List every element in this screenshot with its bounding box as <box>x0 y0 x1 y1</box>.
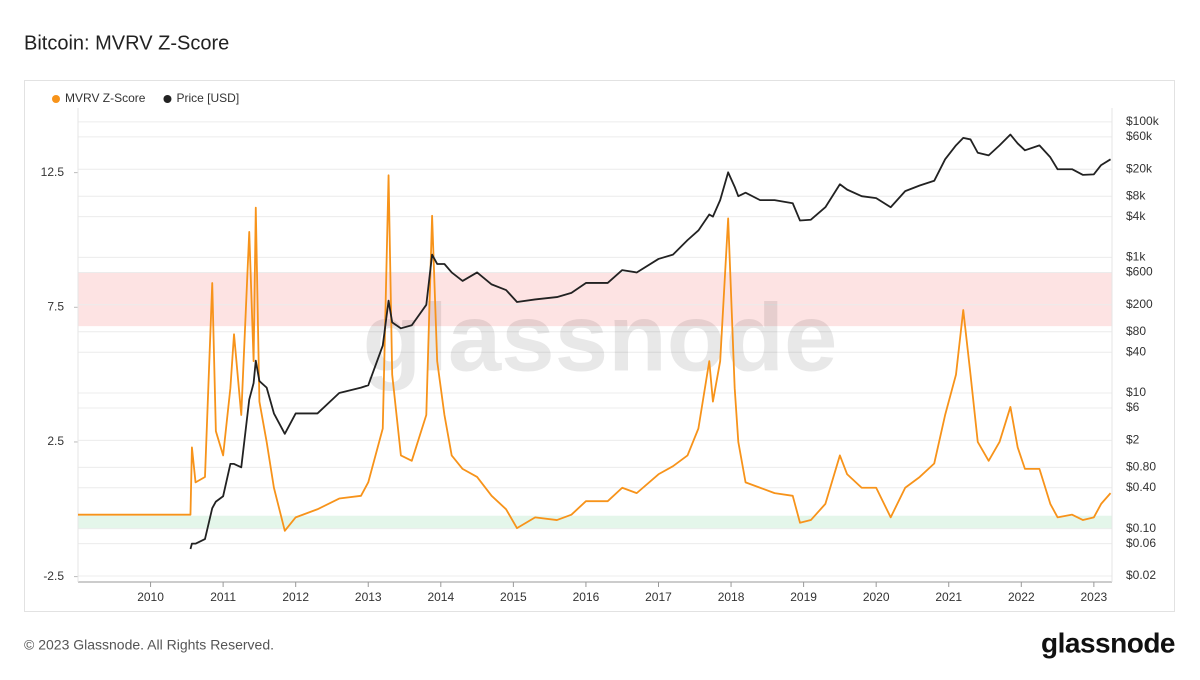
y2-tick-label: $600 <box>1126 265 1153 279</box>
zone-band <box>78 515 1112 529</box>
x-tick-label: 2011 <box>210 590 236 604</box>
watermark: glassnode <box>363 284 838 391</box>
x-tick-label: 2010 <box>137 590 164 604</box>
y2-tick-label: $0.02 <box>1126 568 1156 582</box>
copyright: © 2023 Glassnode. All Rights Reserved. <box>24 637 274 653</box>
series-line <box>78 174 1112 532</box>
y2-tick-label: $100k <box>1126 114 1160 128</box>
y-tick-label: -2.5 <box>43 569 64 583</box>
x-tick-label: 2019 <box>790 590 817 604</box>
x-tick-label: 2013 <box>355 590 382 604</box>
y2-tick-label: $4k <box>1126 209 1146 223</box>
y2-tick-label: $0.40 <box>1126 480 1156 494</box>
legend-swatch <box>52 95 60 103</box>
y2-tick-label: $2 <box>1126 433 1140 447</box>
y2-tick-label: $40 <box>1126 344 1146 358</box>
x-tick-label: 2014 <box>427 590 454 604</box>
y2-tick-label: $60k <box>1126 129 1153 143</box>
chart-frame <box>24 80 1175 612</box>
y2-tick-label: $0.80 <box>1126 460 1156 474</box>
x-tick-label: 2017 <box>645 590 672 604</box>
legend-label: MVRV Z-Score <box>65 91 146 105</box>
x-tick-label: 2021 <box>935 590 962 604</box>
x-tick-label: 2020 <box>863 590 890 604</box>
y2-tick-label: $10 <box>1126 385 1146 399</box>
x-tick-label: 2023 <box>1081 590 1108 604</box>
y2-tick-label: $80 <box>1126 324 1146 338</box>
y2-tick-label: $0.10 <box>1126 521 1156 535</box>
x-tick-label: 2016 <box>573 590 600 604</box>
y2-tick-label: $6 <box>1126 400 1140 414</box>
x-tick-label: 2018 <box>718 590 745 604</box>
chart-title: Bitcoin: MVRV Z-Score <box>24 32 229 54</box>
y-tick-label: 7.5 <box>47 299 64 313</box>
x-tick-label: 2015 <box>500 590 527 604</box>
y2-tick-label: $1k <box>1126 250 1146 264</box>
x-tick-label: 2022 <box>1008 590 1035 604</box>
y-tick-label: 12.5 <box>41 165 65 179</box>
series-line <box>189 133 1112 550</box>
y2-tick-label: $0.06 <box>1126 536 1156 550</box>
legend-label: Price [USD] <box>176 91 239 105</box>
y2-tick-label: $8k <box>1126 188 1146 202</box>
legend-swatch <box>163 95 172 103</box>
logo: glassnode <box>1041 627 1175 658</box>
y2-tick-label: $200 <box>1126 297 1153 311</box>
y-tick-label: 2.5 <box>47 434 64 448</box>
x-tick-label: 2012 <box>282 590 309 604</box>
y2-tick-label: $20k <box>1126 161 1153 175</box>
